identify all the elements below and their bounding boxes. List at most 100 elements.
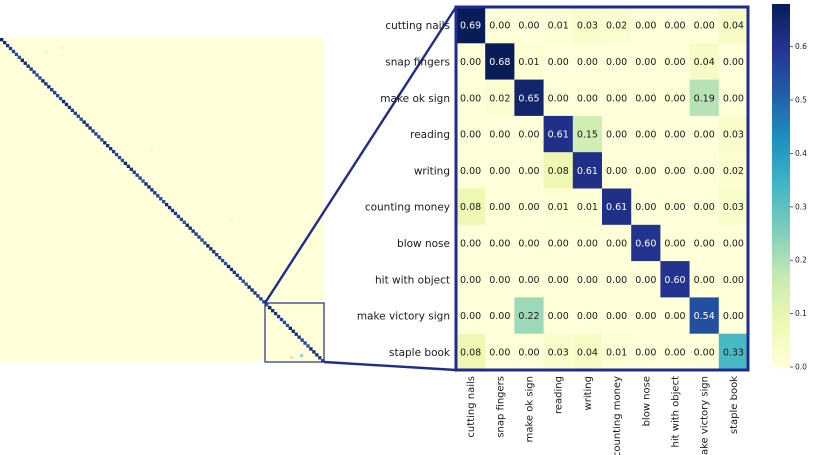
cell-value-label: 0.33 bbox=[723, 347, 744, 358]
column-label: counting money bbox=[612, 376, 623, 455]
heatmap-cell bbox=[456, 333, 486, 371]
colorbar-tick-label: 0.0 bbox=[795, 363, 807, 372]
overview-diagonal-cell bbox=[279, 317, 284, 322]
colorbar-tick-label: 0.2 bbox=[795, 256, 807, 265]
overview-diagonal-cell bbox=[294, 332, 298, 336]
overview-diagonal-cell bbox=[291, 329, 295, 333]
overview-diagonal-cell bbox=[135, 173, 139, 177]
row-label: make victory sign bbox=[357, 311, 450, 323]
cell-value-label: 0.00 bbox=[723, 238, 744, 249]
colorbar-tick-label: 0.5 bbox=[795, 96, 807, 105]
overview-diagonal-cell bbox=[108, 146, 113, 151]
cell-value-label: 0.69 bbox=[460, 21, 481, 32]
heatmap-cell bbox=[514, 152, 544, 189]
overview-diagonal-cell bbox=[164, 202, 169, 207]
cell-value-label: 0.00 bbox=[577, 311, 598, 322]
row-label: reading bbox=[410, 129, 450, 141]
cell-value-label: 0.60 bbox=[635, 238, 656, 249]
cell-value-label: 0.00 bbox=[694, 130, 715, 141]
heatmap-cell bbox=[456, 261, 486, 298]
heatmap-cell bbox=[602, 297, 632, 334]
overview-diagonal-cell bbox=[38, 76, 42, 80]
overview-diagonal-cell bbox=[315, 353, 319, 357]
cell-value-label: 0.00 bbox=[518, 21, 539, 32]
overview-diagonal-cell bbox=[117, 155, 122, 160]
cell-value-label: 0.01 bbox=[548, 21, 569, 32]
heatmap-cell bbox=[689, 152, 720, 189]
cell-value-label: 0.03 bbox=[723, 202, 744, 213]
heatmap-cell bbox=[572, 79, 603, 117]
heatmap-cell bbox=[602, 188, 632, 226]
heatmap-cell bbox=[572, 224, 603, 262]
overview-diagonal-cell bbox=[220, 258, 225, 263]
cell-value-label: 0.00 bbox=[518, 202, 539, 213]
cell-value-label: 0.00 bbox=[548, 93, 569, 104]
heatmap-cell bbox=[514, 79, 544, 117]
cell-value-label: 0.00 bbox=[635, 21, 656, 32]
cell-value-label: 0.00 bbox=[460, 166, 481, 177]
cell-value-label: 0.01 bbox=[518, 57, 539, 68]
overview-diagonal-cell bbox=[226, 264, 231, 269]
overview-diagonal-cell bbox=[106, 144, 110, 148]
heatmap-cell bbox=[689, 7, 720, 44]
cell-value-label: 0.00 bbox=[489, 202, 510, 213]
overview-diagonal-cell bbox=[11, 49, 16, 54]
overview-diagonal-cell bbox=[318, 356, 322, 360]
cell-value-label: 0.00 bbox=[664, 93, 685, 104]
heatmap-cell bbox=[456, 224, 486, 262]
overview-diagonal-cell bbox=[232, 270, 237, 275]
heatmap-cell bbox=[718, 79, 749, 117]
column-label: snap fingers bbox=[495, 376, 506, 438]
overview-diagonal-cell bbox=[2, 40, 7, 45]
cell-value-label: 0.00 bbox=[635, 57, 656, 68]
overview-diagonal-cell bbox=[32, 70, 36, 74]
overview-diagonal-cell bbox=[111, 149, 116, 154]
overview-diagonal-cell bbox=[256, 294, 260, 298]
zoom-connector-bottom bbox=[323, 360, 457, 372]
cell-value-label: 0.00 bbox=[664, 311, 685, 322]
cell-value-label: 0.00 bbox=[635, 93, 656, 104]
column-label: reading bbox=[554, 376, 565, 414]
overview-diagonal-cell bbox=[188, 226, 192, 230]
overview-diagonal-cell bbox=[97, 135, 101, 139]
heatmap-cell bbox=[572, 115, 603, 153]
cell-value-label: 0.08 bbox=[460, 202, 481, 213]
column-label: hit with object bbox=[671, 376, 682, 448]
cell-value-label: 0.00 bbox=[548, 275, 569, 286]
cell-value-label: 0.00 bbox=[548, 238, 569, 249]
overview-diagonal-cell bbox=[0, 38, 4, 42]
cell-value-label: 0.68 bbox=[489, 57, 510, 68]
heatmap-cell bbox=[602, 43, 632, 80]
overview-diagonal-cell bbox=[47, 85, 51, 89]
zoomed-matrix-border bbox=[454, 5, 750, 372]
colorbar-tick-label: 0.4 bbox=[795, 149, 807, 158]
heatmap-cell bbox=[631, 43, 661, 80]
overview-diagonal-cell bbox=[5, 43, 10, 48]
overview-diagonal-cell bbox=[103, 141, 107, 145]
zoom-region-box bbox=[264, 302, 325, 363]
heatmap-cell bbox=[718, 152, 749, 189]
cell-value-label: 0.00 bbox=[723, 275, 744, 286]
cell-value-label: 0.00 bbox=[460, 57, 481, 68]
cell-value-label: 0.00 bbox=[548, 311, 569, 322]
heatmap-cell bbox=[631, 79, 661, 117]
overview-diagonal-cell bbox=[173, 211, 178, 216]
heatmap-cell bbox=[718, 188, 749, 226]
overview-diagonal-cell bbox=[20, 58, 24, 62]
overview-diagonal-cell bbox=[212, 250, 216, 254]
heatmap-cell bbox=[718, 261, 749, 298]
overview-diagonal-cell bbox=[100, 138, 104, 142]
overview-diagonal-cell bbox=[253, 291, 257, 295]
overview-off-diagonal-cell bbox=[150, 148, 153, 151]
overview-diagonal-cell bbox=[206, 244, 210, 248]
cell-value-label: 0.00 bbox=[548, 57, 569, 68]
overview-diagonal-cell bbox=[309, 347, 313, 351]
heatmap-cell bbox=[485, 261, 515, 298]
heatmap-cell bbox=[572, 261, 603, 298]
colorbar-tick-label: 0.6 bbox=[795, 42, 807, 51]
overview-diagonal-cell bbox=[41, 79, 45, 83]
column-label: make ok sign bbox=[525, 376, 536, 442]
overview-diagonal-cell bbox=[50, 88, 54, 92]
heatmap-cell bbox=[660, 7, 690, 44]
cell-value-label: 0.01 bbox=[577, 202, 598, 213]
